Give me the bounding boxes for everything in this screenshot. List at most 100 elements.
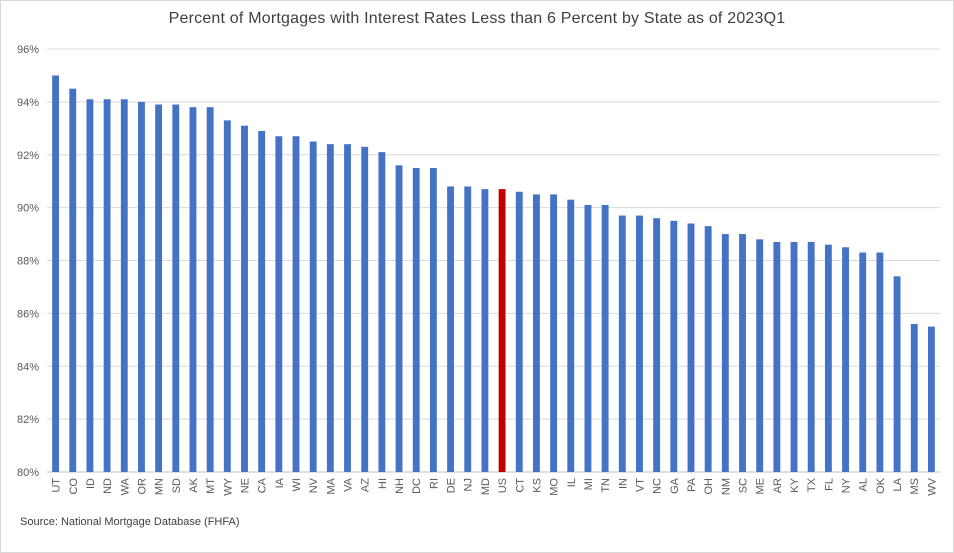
x-tick-label: TN xyxy=(600,478,612,493)
x-tick-label: CA xyxy=(257,477,269,493)
y-tick-label: 84% xyxy=(17,361,39,373)
x-tick-label: FL xyxy=(823,478,835,491)
bar-ms xyxy=(910,323,918,472)
y-tick-label: 88% xyxy=(17,256,39,268)
x-tick-label: OK xyxy=(875,477,887,494)
x-tick-label: US xyxy=(497,478,509,493)
x-tick-label: ND xyxy=(102,478,114,494)
x-tick-label: ME xyxy=(755,478,767,495)
bar-vt xyxy=(636,215,643,472)
x-tick-label: GA xyxy=(669,477,681,494)
x-tick-label: TX xyxy=(806,477,818,492)
bar-ma xyxy=(326,144,334,473)
x-tick-label: MA xyxy=(325,477,337,494)
bar-ny xyxy=(842,247,849,472)
bar-us xyxy=(498,189,506,472)
bar-az xyxy=(361,146,369,472)
bar-il xyxy=(567,199,575,472)
bar-in xyxy=(618,215,626,472)
bar-co xyxy=(69,88,77,472)
bar-pa xyxy=(687,223,695,472)
y-tick-label: 96% xyxy=(17,44,39,56)
y-tick-label: 92% xyxy=(17,150,39,162)
x-tick-label: MT xyxy=(205,478,217,494)
bar-oh xyxy=(704,226,712,472)
bar-nj xyxy=(464,186,472,473)
bar-ok xyxy=(876,252,884,472)
x-tick-label: NY xyxy=(841,477,853,493)
bar-nm xyxy=(721,234,729,472)
x-tick-label: MD xyxy=(480,478,492,495)
bar-wi xyxy=(292,136,300,473)
bar-ia xyxy=(275,136,283,473)
bar-tx xyxy=(807,241,815,472)
bar-nd xyxy=(103,99,111,472)
bar-or xyxy=(138,101,145,473)
x-tick-label: MN xyxy=(154,478,166,495)
x-tick-label: WV xyxy=(926,477,938,495)
bar-dc xyxy=(412,167,420,472)
bar-mo xyxy=(550,194,558,472)
x-tick-label: MO xyxy=(549,478,561,496)
x-tick-label: HI xyxy=(377,478,389,489)
y-tick-label: 94% xyxy=(17,97,39,109)
x-tick-label: AK xyxy=(188,477,200,492)
bar-nc xyxy=(653,218,661,472)
bar-nh xyxy=(395,165,403,472)
bar-id xyxy=(86,99,94,472)
x-tick-label: CT xyxy=(514,478,526,493)
x-tick-label: NJ xyxy=(463,478,475,491)
x-tick-label: SC xyxy=(738,478,750,493)
bar-nv xyxy=(309,141,317,472)
bar-mi xyxy=(584,204,592,473)
bar-ct xyxy=(515,191,523,472)
bar-fl xyxy=(824,244,832,472)
bar-wy xyxy=(223,120,231,472)
x-tick-label: NC xyxy=(652,478,664,494)
bar-ar xyxy=(773,241,781,472)
y-tick-label: 82% xyxy=(17,414,39,426)
x-tick-label: VA xyxy=(343,477,355,492)
bar-sc xyxy=(739,234,746,472)
x-tick-label: SD xyxy=(171,478,183,493)
x-tick-label: NM xyxy=(720,478,732,495)
bar-al xyxy=(859,252,867,472)
x-tick-label: RI xyxy=(428,478,440,489)
bar-ga xyxy=(670,220,678,472)
x-tick-label: UT xyxy=(51,478,63,493)
x-tick-label: IL xyxy=(566,478,578,487)
x-tick-label: CO xyxy=(68,478,80,495)
bar-md xyxy=(481,189,489,472)
x-tick-label: WI xyxy=(291,478,303,491)
x-tick-label: KY xyxy=(789,477,801,492)
bar-mt xyxy=(206,107,214,472)
x-tick-label: AL xyxy=(858,478,870,491)
bar-ne xyxy=(241,125,248,473)
x-tick-label: AZ xyxy=(360,478,372,492)
bar-ks xyxy=(533,194,540,472)
bar-la xyxy=(893,276,901,472)
x-tick-label: OR xyxy=(136,478,148,495)
chart-source: Source: National Mortgage Database (FHFA… xyxy=(20,516,240,528)
bar-sd xyxy=(172,104,180,473)
bar-tn xyxy=(601,204,609,473)
x-tick-label: AR xyxy=(772,478,784,493)
bar-ky xyxy=(790,241,798,472)
bar-hi xyxy=(378,152,386,473)
y-tick-label: 90% xyxy=(17,203,39,215)
y-tick-label: 86% xyxy=(17,308,39,320)
bar-ri xyxy=(429,167,437,472)
x-tick-label: WA xyxy=(119,477,131,495)
x-tick-label: IN xyxy=(617,478,629,489)
bar-ca xyxy=(258,130,266,472)
x-tick-label: OH xyxy=(703,478,715,495)
bar-ut xyxy=(52,75,60,472)
bar-wa xyxy=(120,99,128,472)
x-tick-label: VT xyxy=(634,478,646,492)
bar-mn xyxy=(155,104,163,473)
bar-wv xyxy=(927,326,935,472)
bar-de xyxy=(447,186,454,473)
x-tick-label: PA xyxy=(686,477,698,492)
x-tick-label: IA xyxy=(274,477,286,488)
